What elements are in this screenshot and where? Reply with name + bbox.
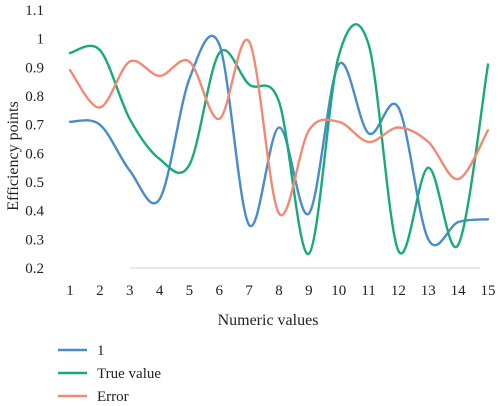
legend-label-0: 1 — [97, 343, 105, 359]
y-tick-label: 0.5 — [25, 175, 44, 191]
y-axis-title: Efficiency points — [5, 101, 22, 210]
y-tick-label: 0.9 — [25, 60, 44, 76]
series-line-2 — [68, 38, 490, 217]
x-tick-labels: 1 2 3 4 5 6 7 8 9 10 11 12 13 14 15 — [66, 283, 495, 299]
y-tick-label: 0.3 — [25, 232, 44, 248]
x-tick-label: 9 — [305, 283, 313, 299]
y-tick-label: 1 — [37, 32, 45, 48]
x-tick-label: 14 — [451, 283, 467, 299]
y-tick-label: 0.6 — [25, 146, 44, 162]
y-tick-label: 0.4 — [25, 204, 44, 220]
x-tick-label: 15 — [481, 283, 496, 299]
x-tick-label: 1 — [66, 283, 74, 299]
legend-label-1: True value — [97, 366, 161, 382]
x-tick-label: 5 — [186, 283, 194, 299]
y-tick-label: 0.2 — [25, 261, 44, 277]
y-tick-labels: 0.2 0.3 0.4 0.5 0.6 0.7 0.8 0.9 1 1.1 — [25, 3, 44, 277]
x-tick-label: 10 — [331, 283, 346, 299]
legend: 1 True value Error — [58, 343, 161, 405]
y-tick-label: 0.7 — [25, 118, 44, 134]
x-tick-label: 12 — [391, 283, 406, 299]
legend-label-2: Error — [97, 389, 129, 405]
x-axis-title: Numeric values — [218, 312, 319, 329]
y-tick-label: 1.1 — [25, 3, 44, 19]
x-tick-label: 6 — [216, 283, 224, 299]
series-line-1 — [68, 23, 490, 255]
x-tick-label: 2 — [96, 283, 104, 299]
series-line-0 — [68, 34, 490, 247]
x-tick-label: 8 — [275, 283, 283, 299]
y-tick-label: 0.8 — [25, 89, 44, 105]
x-tick-label: 13 — [421, 283, 436, 299]
x-tick-label: 4 — [156, 283, 164, 299]
x-tick-label: 3 — [126, 283, 134, 299]
x-tick-label: 7 — [245, 283, 253, 299]
series-lines — [68, 23, 490, 255]
x-tick-label: 11 — [361, 283, 375, 299]
